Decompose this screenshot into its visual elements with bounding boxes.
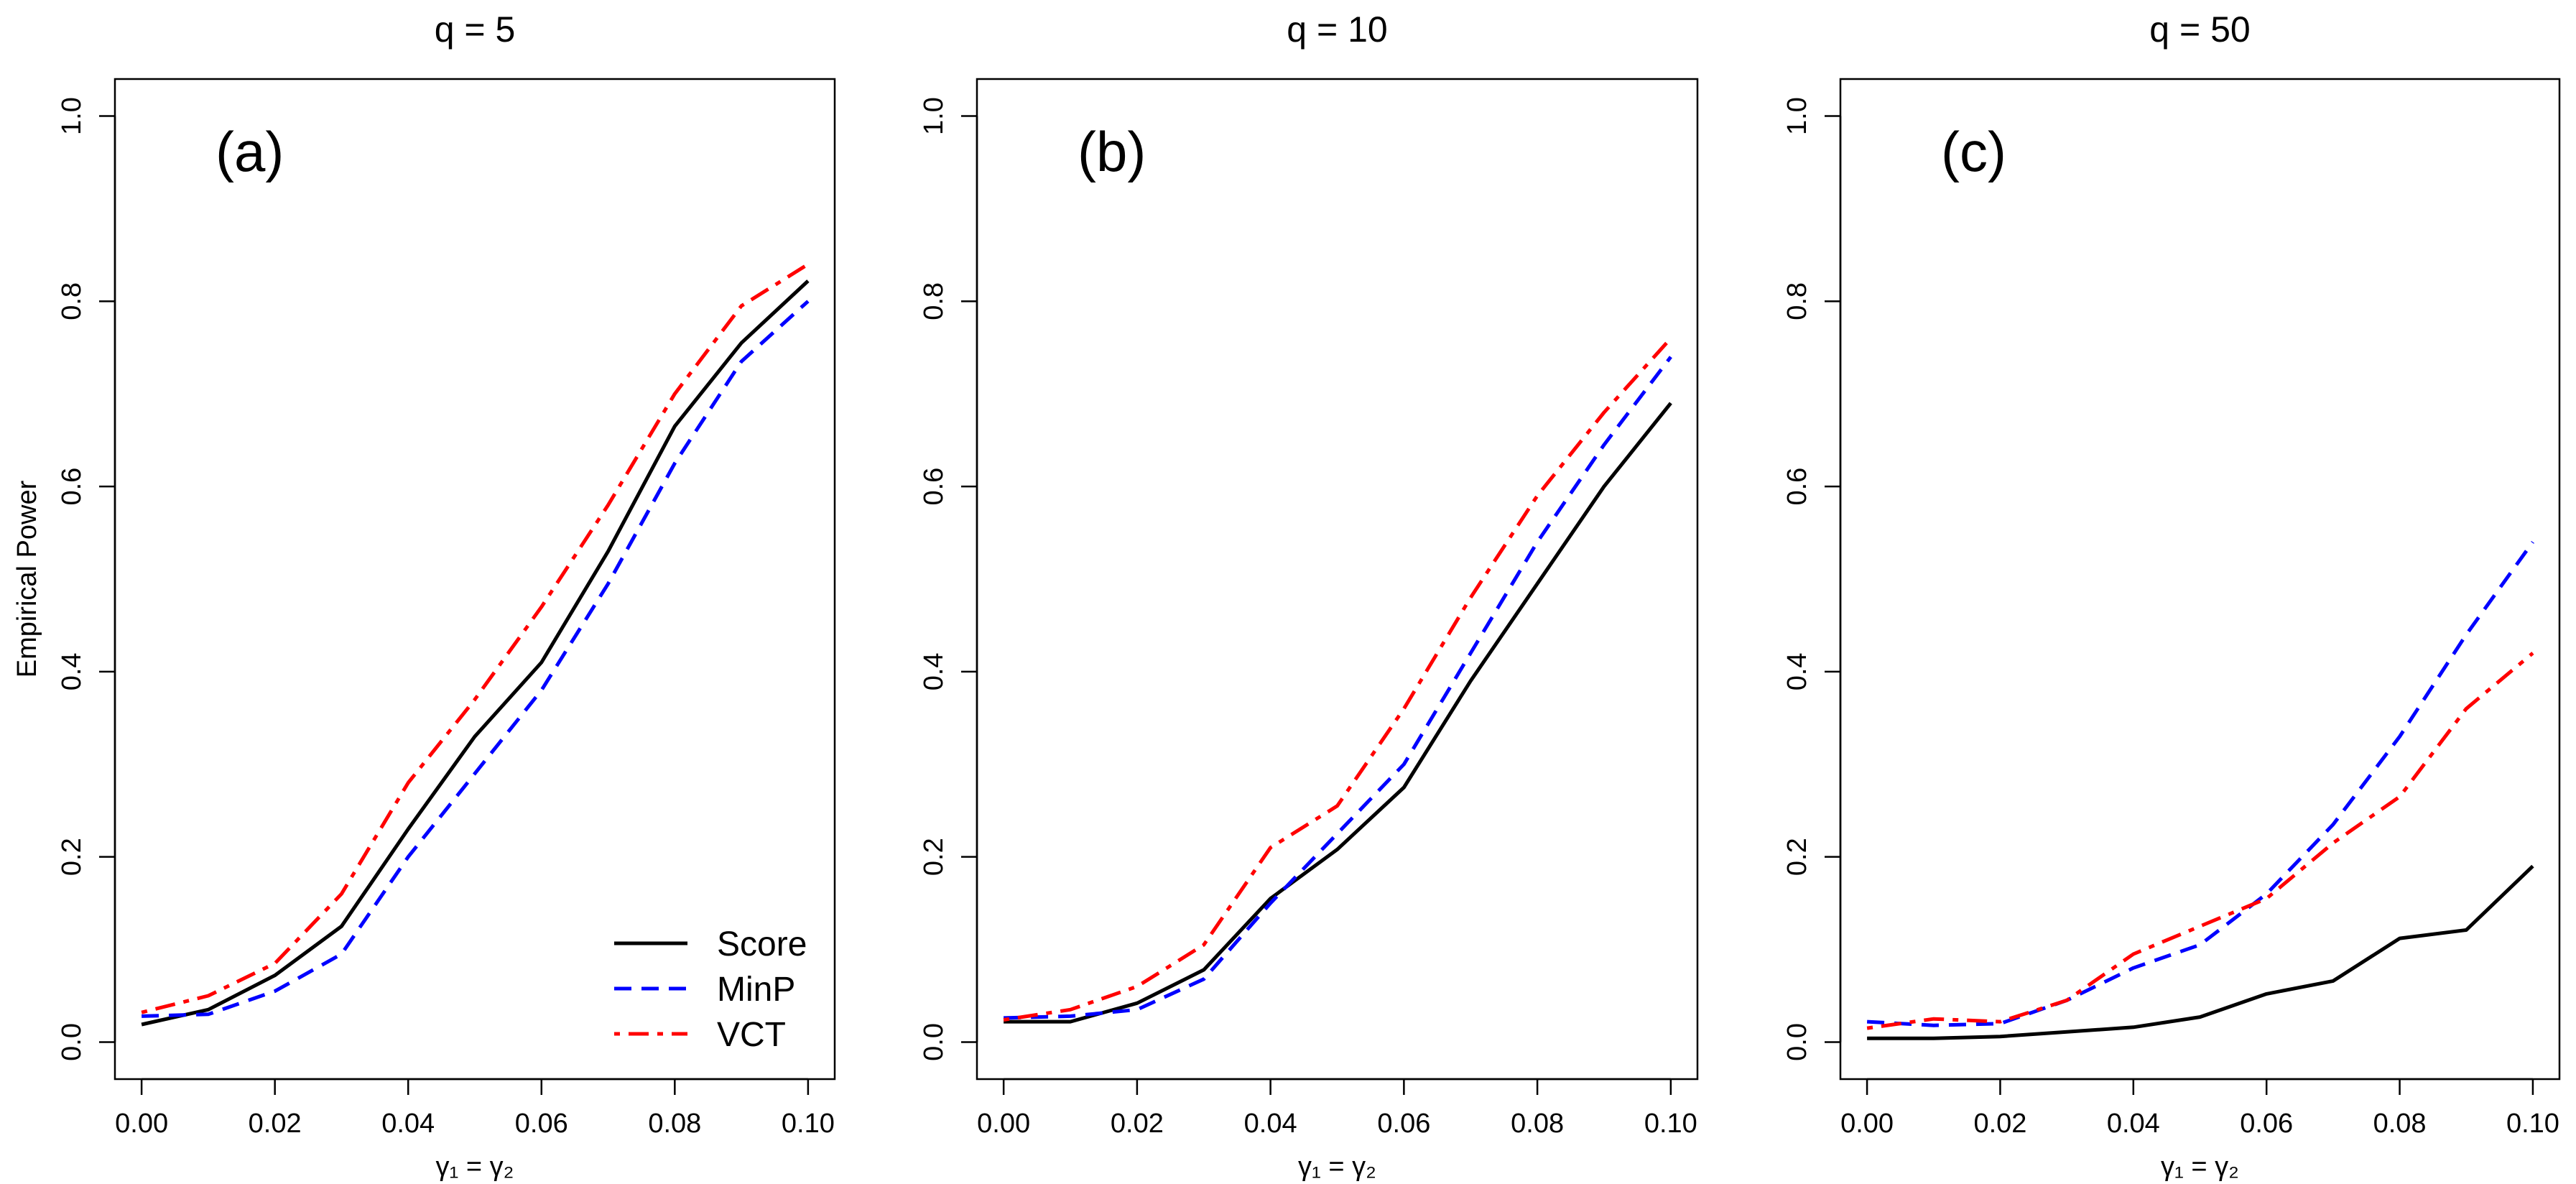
plot-frame <box>976 78 1699 1081</box>
series-line-vct <box>1866 652 2534 1030</box>
panel-1: q = 5 (a) 0.00 0.02 0.04 0.06 0.08 0.10 0.0 0.2 0.… <box>12 9 836 1182</box>
y-tick-label: 1.0 <box>919 97 949 135</box>
panel-title: q = 10 <box>1287 9 1387 50</box>
series-line-score <box>1004 402 1672 1024</box>
y-tick-label: 0.0 <box>57 1023 87 1061</box>
x-tick-label: 0.06 <box>515 1109 568 1139</box>
y-tick-label: 0.2 <box>919 838 949 876</box>
legend-label-vct: VCT <box>717 1016 786 1054</box>
x-tick-label: 0.06 <box>1377 1109 1430 1139</box>
y-tick-label: 0.6 <box>1782 468 1812 506</box>
x-tick-label: 0.04 <box>381 1109 435 1139</box>
legend-label-score: Score <box>717 925 807 963</box>
y-tick-label: 0.6 <box>57 468 87 506</box>
panel-letter: (c) <box>1941 120 2006 183</box>
series-line-minp <box>1866 540 2534 1027</box>
x-tick-label: 0.10 <box>2506 1109 2559 1139</box>
x-tick-label: 0.00 <box>1840 1109 1894 1139</box>
x-tick-label: 0.00 <box>115 1109 168 1139</box>
x-tick-label: 0.06 <box>2240 1109 2293 1139</box>
x-tick-label: 0.02 <box>1973 1109 2026 1139</box>
y-tick-label: 0.4 <box>57 652 87 690</box>
panel-letter: (b) <box>1078 120 1146 183</box>
x-tick-label: 0.08 <box>648 1109 701 1139</box>
x-axis-label: γ₁ = γ₂ <box>436 1152 514 1182</box>
series-line-vct <box>141 262 810 1014</box>
y-tick-label: 0.4 <box>1782 652 1812 690</box>
series-line-score <box>1867 864 2534 1040</box>
x-tick-label: 0.00 <box>977 1109 1030 1139</box>
legend: Score MinP VCT <box>614 925 807 1054</box>
series-line-minp <box>142 300 810 1018</box>
y-tick-label: 1.0 <box>57 97 87 135</box>
x-axis-label: γ₁ = γ₂ <box>2161 1152 2239 1182</box>
panel-3: q = 50 (c) 0.00 0.02 0.04 0.06 0.08 0.10 0.0 0.2 0… <box>1782 9 2561 1182</box>
y-tick-label: 0.6 <box>919 468 949 506</box>
x-axis-label: γ₁ = γ₂ <box>1298 1152 1376 1182</box>
panel-letter: (a) <box>216 120 284 183</box>
series-line-score <box>141 279 810 1027</box>
y-axis-label: Empirical Power <box>12 480 42 677</box>
y-tick-label: 0.0 <box>1782 1023 1812 1061</box>
x-tick-label: 0.10 <box>782 1109 835 1139</box>
x-tick-label: 0.08 <box>1511 1109 1564 1139</box>
y-tick-label: 0.0 <box>919 1023 949 1061</box>
x-tick-label: 0.02 <box>249 1109 302 1139</box>
y-tick-label: 0.2 <box>57 838 87 876</box>
x-tick-label: 0.08 <box>2373 1109 2427 1139</box>
y-tick-label: 0.8 <box>57 282 87 320</box>
y-tick-label: 0.2 <box>1782 838 1812 876</box>
y-tick-label: 0.8 <box>919 282 949 320</box>
panel-title: q = 50 <box>2149 9 2250 50</box>
panel-title: q = 5 <box>435 9 516 50</box>
series-line-vct <box>1003 337 1672 1022</box>
y-tick-label: 0.4 <box>919 652 949 690</box>
series-line-minp <box>1004 356 1672 1020</box>
legend-label-minp: MinP <box>717 971 795 1009</box>
x-tick-label: 0.04 <box>2107 1109 2160 1139</box>
x-tick-label: 0.04 <box>1244 1109 1297 1139</box>
y-tick-label: 1.0 <box>1782 97 1812 135</box>
panel-2: q = 10 (b) 0.00 0.02 0.04 0.06 0.08 0.10 0.0 0.2 0… <box>919 9 1699 1182</box>
x-tick-label: 0.10 <box>1644 1109 1697 1139</box>
plot-frame <box>1839 78 2561 1081</box>
y-tick-label: 0.8 <box>1782 282 1812 320</box>
x-tick-label: 0.02 <box>1111 1109 1164 1139</box>
